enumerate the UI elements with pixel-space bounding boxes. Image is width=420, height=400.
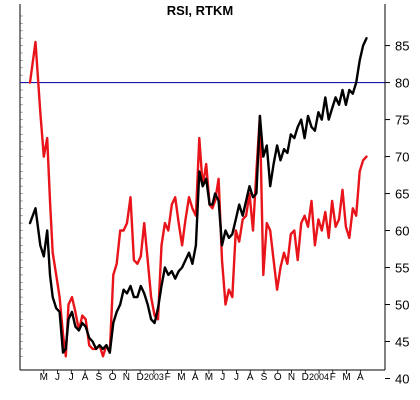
x-tick-label: A bbox=[357, 372, 364, 383]
x-tick-label: O bbox=[274, 372, 282, 383]
x-tick-label: N bbox=[123, 372, 130, 383]
x-tick-label: D bbox=[302, 372, 309, 383]
x-tick-label: A bbox=[192, 372, 199, 383]
x-tick-label: S bbox=[95, 372, 102, 383]
x-tick-label: 2003 bbox=[144, 372, 164, 382]
y-axis: 40 45 50 55 60 65 70 75 80 85 bbox=[385, 39, 409, 386]
plot-frame bbox=[19, 4, 386, 371]
x-tick-label: S bbox=[261, 372, 268, 383]
x-tick-label: M bbox=[177, 372, 185, 383]
y-tick-label: 55 bbox=[395, 261, 409, 276]
y-tick-label: 85 bbox=[395, 39, 409, 54]
y-tick-label: 50 bbox=[395, 298, 409, 313]
y-tick-label: 65 bbox=[395, 187, 409, 202]
x-tick-label: J bbox=[234, 372, 239, 383]
x-tick-label: D bbox=[137, 372, 144, 383]
x-tick-label: N bbox=[288, 372, 295, 383]
y-tick-label: 40 bbox=[395, 371, 409, 386]
x-tick-label: 2004 bbox=[309, 372, 329, 382]
chart-title: RSI, RTKM bbox=[167, 3, 233, 18]
x-tick-label: F bbox=[165, 372, 171, 383]
y-tick-label: 70 bbox=[395, 150, 409, 165]
x-tick-label: M bbox=[342, 372, 350, 383]
series-group bbox=[28, 37, 368, 358]
x-tick-label: J bbox=[69, 372, 74, 383]
series-line-black bbox=[28, 37, 368, 354]
x-tick-label: A bbox=[82, 372, 89, 383]
x-tick-label: J bbox=[220, 372, 225, 383]
x-tick-label: A bbox=[247, 372, 254, 383]
x-tick-label: O bbox=[109, 372, 117, 383]
y-tick-label: 45 bbox=[395, 335, 409, 350]
x-tick-label: F bbox=[330, 372, 336, 383]
y-tick-label: 75 bbox=[395, 113, 409, 128]
x-tick-label: M bbox=[40, 372, 48, 383]
x-tick-label: M bbox=[205, 372, 213, 383]
x-axis: M J J A S O N D 2003 F M A M J J A S O N D 2004 F M A bbox=[40, 370, 364, 383]
y-tick-label: 60 bbox=[395, 224, 409, 239]
x-tick-label: J bbox=[55, 372, 60, 383]
y-tick-label: 80 bbox=[395, 76, 409, 91]
